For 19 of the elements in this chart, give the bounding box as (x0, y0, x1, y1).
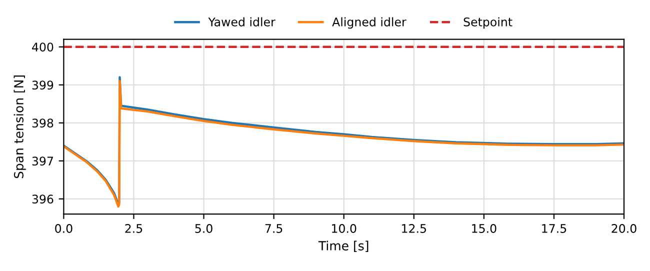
y-axis-title: Span tension [N] (14, 75, 26, 178)
legend-label: Setpoint (464, 17, 512, 29)
y-tick-label: 397 (32, 156, 53, 166)
y-tick-label: 396 (32, 194, 54, 204)
x-tick-label: 2.5 (125, 224, 142, 233)
x-tick-label: 12.5 (402, 224, 426, 233)
legend-label: Yawed idler (208, 17, 276, 26)
x-tick-label: 5.0 (195, 224, 212, 233)
x-axis-title: Time [s] (318, 240, 368, 252)
x-tick-label: 17.5 (542, 224, 566, 233)
x-tick-label: 7.5 (265, 224, 282, 233)
y-tick-label: 398 (32, 118, 54, 128)
x-tick-label: 10.0 (332, 224, 356, 233)
legend-label: Aligned idler (332, 17, 406, 29)
y-tick-label: 400 (32, 42, 54, 52)
x-tick-label: 0.0 (55, 224, 72, 233)
x-tick-label: 20.0 (612, 224, 636, 233)
x-tick-label: 15.0 (472, 224, 496, 233)
y-tick-label: 399 (32, 80, 54, 90)
